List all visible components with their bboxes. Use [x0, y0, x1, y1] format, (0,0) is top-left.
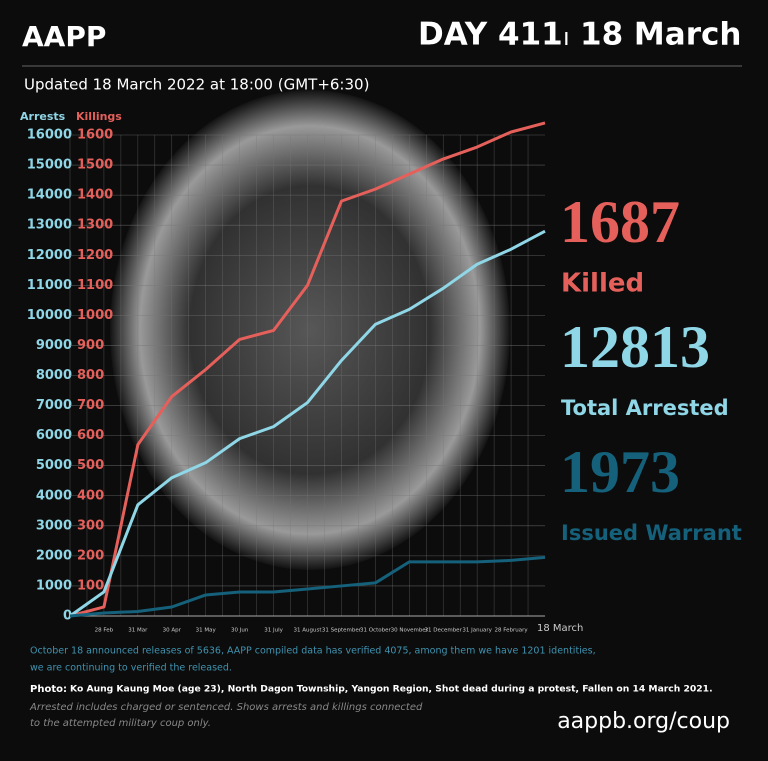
y2-tick-label: 1200	[77, 248, 113, 263]
y-tick-label: 13000	[27, 218, 72, 233]
x-tick-label: 30 Apr	[163, 628, 182, 634]
y2-tick-label: 700	[77, 398, 104, 413]
y-tick-label: 5000	[36, 458, 72, 473]
x-tick-label: 31 September	[322, 628, 362, 634]
x-tick-label: 31 July	[264, 628, 283, 634]
release-note: we are continuing to verified the releas…	[30, 663, 232, 674]
y2-tick-label: 300	[77, 518, 104, 533]
x-tick-label: 28 February	[495, 628, 529, 634]
y-tick-label: 0	[63, 609, 72, 624]
y-tick-label: 16000	[27, 128, 72, 143]
y2-tick-label: 1400	[77, 188, 113, 203]
brand: AAPP	[22, 20, 106, 53]
y-tick-label: 2000	[36, 548, 72, 563]
series-line	[69, 121, 546, 618]
y2-tick-label: 100	[77, 578, 104, 593]
y-tick-label: 7000	[36, 398, 72, 413]
y-tick-label: 3000	[36, 518, 72, 533]
stat-total: 1687	[560, 189, 680, 255]
footnote: to the attempted military coup only.	[30, 718, 211, 729]
stat-label: Total Arrested	[561, 396, 729, 420]
x-tick-label: 31 August	[294, 628, 323, 634]
y-tick-label: 10000	[27, 308, 72, 323]
x-tick-label: 18 March	[537, 623, 583, 634]
stat-label: Issued Warrant	[561, 521, 742, 545]
photo-caption: Ko Aung Kaung Moe (age 23), North Dagon …	[70, 684, 713, 695]
y-tick-label: 6000	[36, 428, 72, 443]
release-note: October 18 announced releases of 5636, A…	[30, 646, 596, 657]
y2-tick-label: 1100	[77, 278, 113, 293]
series-line	[69, 229, 546, 618]
separator: ı	[563, 23, 570, 51]
y2-tick-label: 1600	[77, 128, 113, 143]
photo-prefix: Photo:	[30, 684, 67, 695]
date: 18 March	[580, 17, 741, 53]
y2-tick-label: 1500	[77, 158, 113, 173]
updated: Updated 18 March 2022 at 18:00 (GMT+6:30…	[24, 76, 369, 94]
y2-tick-label: 600	[77, 428, 104, 443]
y-tick-label: 11000	[27, 278, 72, 293]
y2-tick-label: 800	[77, 368, 104, 383]
x-tick-label: 31 January	[462, 628, 492, 634]
y-tick-label: 9000	[36, 338, 72, 353]
x-tick-label: 28 Feb	[95, 628, 114, 634]
y2-tick-label: 500	[77, 458, 104, 473]
footnote: Arrested includes charged or sentenced. …	[29, 702, 423, 713]
y-tick-label: 12000	[27, 248, 72, 263]
url: aappb.org/coup	[557, 709, 730, 734]
y2-tick-label: 1000	[77, 308, 113, 323]
y-tick-label: 4000	[36, 488, 72, 503]
x-tick-label: 31 Mar	[128, 628, 148, 634]
y2-axis-label: Killings	[76, 110, 122, 123]
stat-total: 12813	[560, 314, 710, 380]
portrait-photo	[110, 90, 510, 570]
y-tick-label: 15000	[27, 158, 72, 173]
y-tick-label: 14000	[27, 188, 72, 203]
y2-tick-label: 200	[77, 548, 104, 563]
y2-tick-label: 900	[77, 338, 104, 353]
x-tick-label: 31 October	[360, 628, 391, 634]
y-tick-label: 1000	[36, 578, 72, 593]
x-tick-label: 31 December	[425, 628, 463, 634]
y2-tick-label: 1300	[77, 218, 113, 233]
y-axis-label: Arrests	[20, 110, 66, 123]
stat-total: 1973	[560, 439, 680, 505]
series-line	[69, 555, 546, 618]
x-tick-label: 30 November	[391, 628, 429, 634]
x-tick-label: 30 Jun	[231, 628, 249, 634]
y-tick-label: 8000	[36, 368, 72, 383]
stat-label: Killed	[561, 269, 644, 299]
x-tick-label: 31 May	[196, 628, 217, 634]
day: DAY 411	[418, 17, 563, 53]
y2-tick-label: 400	[77, 488, 104, 503]
